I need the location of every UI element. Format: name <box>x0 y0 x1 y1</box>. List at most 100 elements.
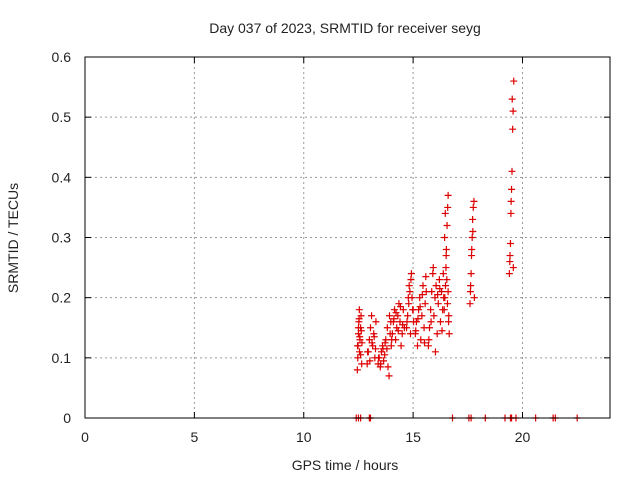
y-tick-label: 0.2 <box>52 290 72 306</box>
data-point <box>440 306 448 314</box>
data-point <box>466 288 474 296</box>
data-point <box>421 300 429 308</box>
data-point <box>414 342 421 350</box>
data-point <box>509 264 517 272</box>
data-point <box>385 372 393 380</box>
data-points <box>352 77 581 422</box>
data-point <box>403 318 411 326</box>
data-point <box>404 294 412 302</box>
data-point <box>468 234 476 241</box>
x-tick-labels: 0 5 10 15 20 <box>81 429 530 445</box>
data-point <box>377 348 385 356</box>
x-tick-label: 0 <box>81 429 89 445</box>
data-point <box>405 300 413 308</box>
data-point <box>470 197 478 205</box>
chart-title: Day 037 of 2023, SRMTID for receiver sey… <box>209 20 481 36</box>
data-point <box>386 312 393 320</box>
data-point <box>382 336 390 344</box>
data-point <box>354 342 362 350</box>
data-point <box>469 215 477 223</box>
data-point <box>441 294 449 302</box>
data-point <box>414 315 422 323</box>
data-point <box>444 203 452 211</box>
data-point <box>404 312 412 320</box>
data-point <box>405 282 413 290</box>
data-point <box>366 324 374 332</box>
data-point <box>370 333 378 341</box>
x-axis-label: GPS time / hours <box>292 457 399 473</box>
data-point <box>443 276 451 284</box>
data-point <box>445 312 453 320</box>
data-point <box>468 252 476 260</box>
data-point <box>388 330 396 338</box>
data-point <box>466 300 474 308</box>
data-point <box>429 270 437 278</box>
data-point <box>441 209 449 217</box>
x-tick-label: 15 <box>405 429 421 445</box>
data-point <box>358 339 366 347</box>
data-point <box>424 342 432 350</box>
data-point <box>508 167 516 175</box>
y-tick-label: 0.3 <box>52 230 72 246</box>
data-point <box>442 282 449 290</box>
data-point <box>397 342 405 350</box>
data-point <box>407 276 415 284</box>
data-point <box>353 366 361 374</box>
data-point <box>432 282 440 290</box>
data-point <box>355 306 363 314</box>
data-point <box>387 342 395 350</box>
data-point <box>470 294 478 302</box>
data-point <box>377 360 385 368</box>
data-point <box>507 197 515 205</box>
data-point <box>393 324 401 332</box>
data-point <box>381 339 389 347</box>
data-point <box>428 288 436 296</box>
data-point <box>417 336 425 344</box>
data-point <box>427 318 435 326</box>
data-point <box>442 246 450 254</box>
data-point <box>357 351 365 359</box>
data-point <box>509 125 517 133</box>
data-point <box>366 357 374 365</box>
data-point <box>412 318 420 326</box>
x-tick-label: 20 <box>515 429 531 445</box>
data-point <box>430 312 438 320</box>
data-point <box>506 240 514 248</box>
data-point <box>403 324 411 332</box>
data-point <box>431 348 439 356</box>
y-tick-label: 0 <box>63 410 71 426</box>
plot-frame <box>84 56 611 419</box>
data-point <box>441 234 449 241</box>
grid-lines <box>85 57 610 418</box>
data-point <box>422 273 430 281</box>
data-point <box>407 270 415 278</box>
data-point <box>406 288 414 296</box>
data-point <box>427 306 435 314</box>
data-point <box>409 306 417 314</box>
data-point <box>383 324 391 332</box>
data-point <box>395 300 403 308</box>
y-tick-label: 0.5 <box>52 109 72 125</box>
data-point <box>436 318 444 326</box>
data-point <box>436 285 444 293</box>
data-point <box>384 363 392 371</box>
data-point <box>368 339 376 347</box>
data-point <box>429 264 437 272</box>
x-tick-label: 5 <box>190 429 198 445</box>
data-point <box>469 227 477 235</box>
data-point <box>507 209 515 217</box>
y-tick-label: 0.4 <box>52 169 72 185</box>
data-point <box>419 282 427 290</box>
data-point <box>443 221 451 229</box>
data-point <box>356 348 364 356</box>
y-tick-labels: 0 0.1 0.2 0.3 0.4 0.5 0.6 <box>52 49 72 426</box>
data-point <box>388 336 396 344</box>
data-point <box>443 300 451 308</box>
data-point <box>399 321 407 329</box>
data-point <box>357 327 365 335</box>
x-tick-label: 10 <box>296 429 312 445</box>
data-point <box>396 303 404 311</box>
data-point <box>434 300 442 308</box>
data-point <box>468 246 476 254</box>
data-point <box>445 318 453 326</box>
